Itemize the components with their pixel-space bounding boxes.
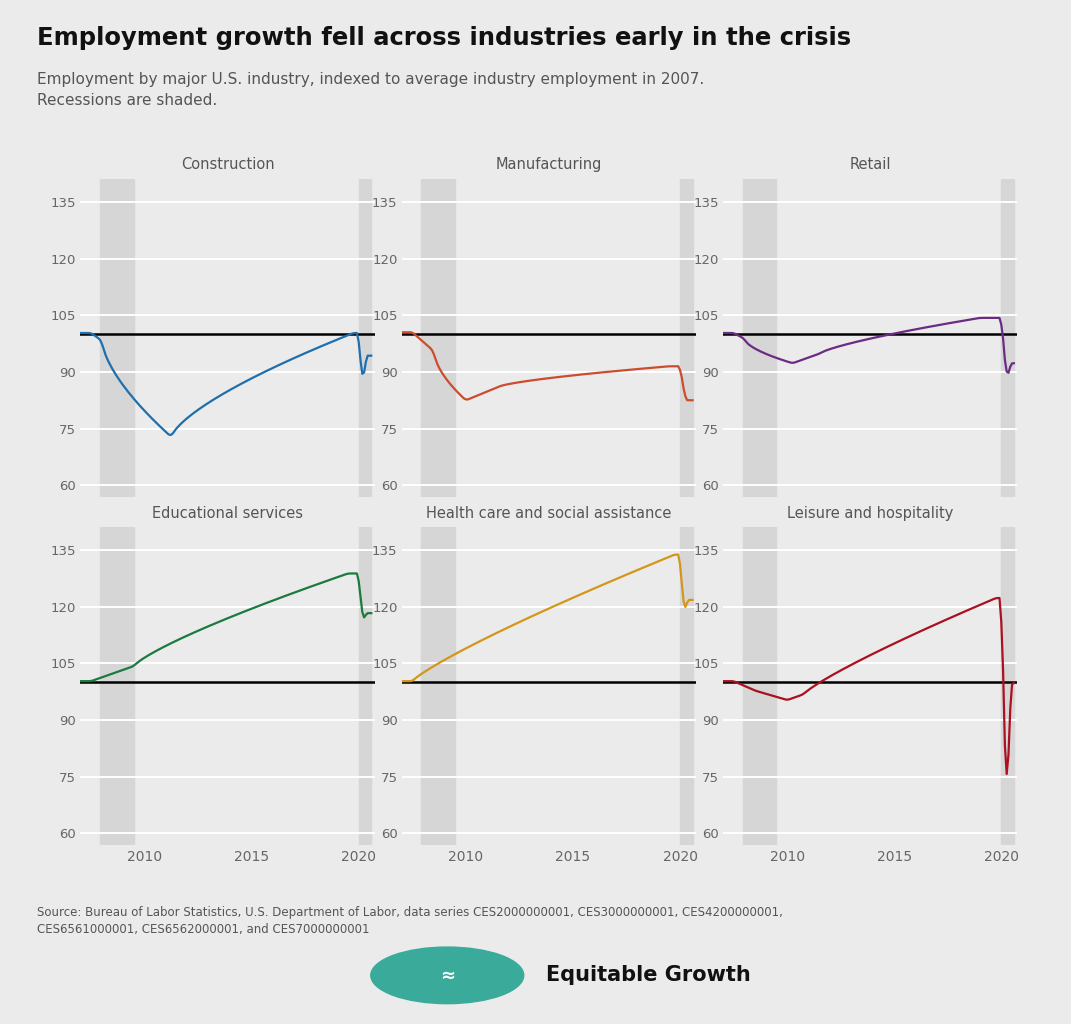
Bar [421,179,455,497]
Bar [359,527,372,845]
Bar [359,179,372,497]
Ellipse shape [371,947,524,1004]
Bar [1001,527,1014,845]
Title: Health care and social assistance: Health care and social assistance [426,506,672,520]
Text: Employment growth fell across industries early in the crisis: Employment growth fell across industries… [37,26,851,49]
Title: Construction: Construction [181,158,274,172]
Bar [100,527,134,845]
Bar [680,527,693,845]
Bar [1001,179,1014,497]
Bar [742,527,776,845]
Title: Retail: Retail [849,158,891,172]
Bar [742,179,776,497]
Title: Manufacturing: Manufacturing [496,158,602,172]
Text: Equitable Growth: Equitable Growth [546,966,751,985]
Title: Leisure and hospitality: Leisure and hospitality [787,506,953,520]
Bar [680,179,693,497]
Bar [421,527,455,845]
Text: Employment by major U.S. industry, indexed to average industry employment in 200: Employment by major U.S. industry, index… [37,72,705,108]
Text: Source: Bureau of Labor Statistics, U.S. Department of Labor, data series CES200: Source: Bureau of Labor Statistics, U.S.… [37,906,783,936]
Text: ≈: ≈ [440,967,455,984]
Title: Educational services: Educational services [152,506,303,520]
Bar [100,179,134,497]
